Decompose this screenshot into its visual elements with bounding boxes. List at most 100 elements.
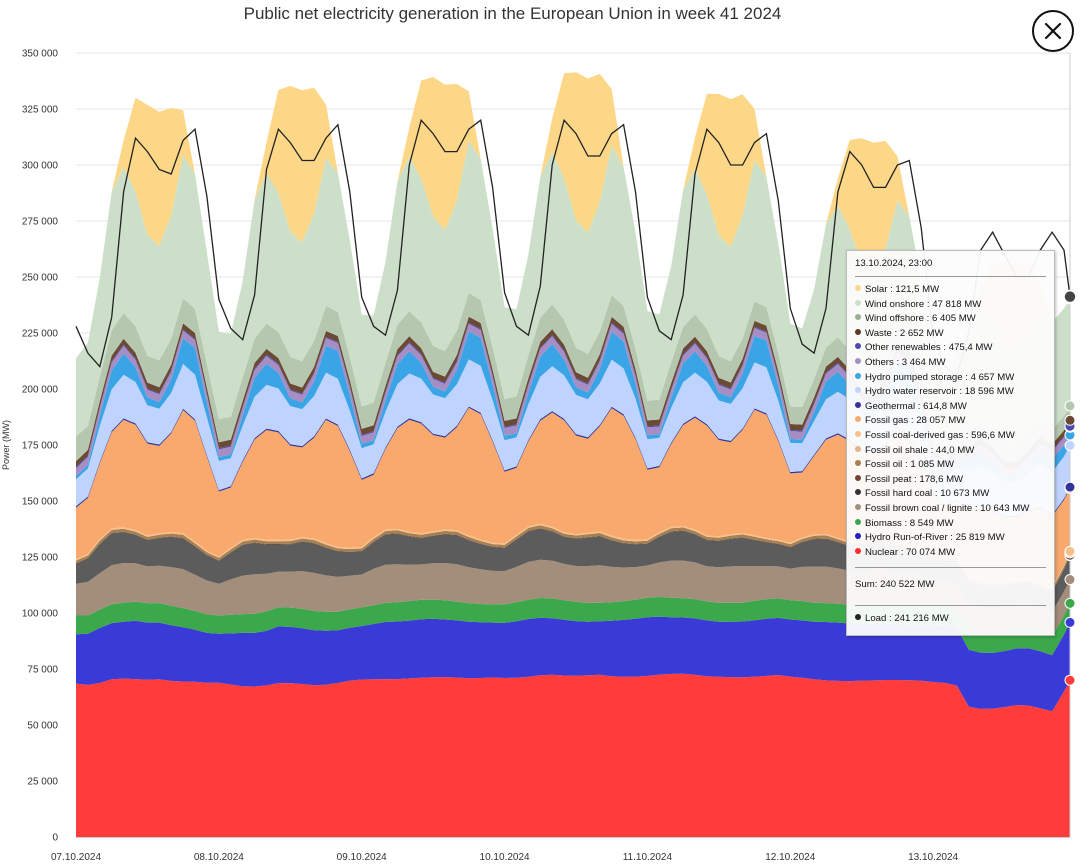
hover-marker bbox=[1064, 439, 1076, 451]
tooltip-item: Fossil oil : 1 085 MW bbox=[855, 458, 1046, 473]
tooltip-item-label: Fossil brown coal / lignite bbox=[865, 502, 973, 514]
tooltip-item-dot bbox=[855, 503, 861, 510]
tooltip-item-label: Wind offshore bbox=[865, 313, 925, 325]
close-button[interactable] bbox=[1032, 10, 1074, 52]
tooltip-item-value: 28 057 MW bbox=[916, 415, 966, 427]
area-hydro-pumped-storage bbox=[76, 331, 1070, 482]
tooltip-item-value: 10 643 MW bbox=[980, 502, 1030, 514]
tooltip-item-label: Fossil oil bbox=[865, 459, 903, 471]
tooltip-item: Hydro water reservoir : 18 596 MW bbox=[855, 385, 1046, 400]
load-line bbox=[75, 118, 1071, 377]
area-wind-onshore bbox=[76, 140, 1070, 448]
area-fossil-hard-coal bbox=[76, 528, 1070, 612]
tooltip-sum-value: 240 522 MW bbox=[880, 579, 935, 591]
y-tick-label: 125 000 bbox=[22, 553, 59, 564]
y-tick-label: 300 000 bbox=[22, 161, 59, 172]
area-wind-offshore bbox=[76, 292, 1070, 463]
tooltip-item-dot bbox=[855, 416, 861, 423]
tooltip-item-dot bbox=[855, 445, 861, 452]
tooltip-item-label: Waste bbox=[865, 327, 892, 339]
tooltip-item-value: 1 085 MW bbox=[910, 459, 955, 471]
area-fossil-gas bbox=[76, 407, 1070, 588]
tooltip-item-dot bbox=[855, 372, 861, 379]
tooltip-item-value: 121,5 MW bbox=[895, 284, 940, 295]
tooltip-item-label: Fossil gas bbox=[865, 415, 909, 427]
tooltip-item-label: Others bbox=[865, 356, 894, 368]
y-tick-label: 325 000 bbox=[22, 105, 59, 116]
tooltip-sum: Sum: 240 522 MW bbox=[855, 579, 935, 591]
tooltip-item-label: Hydro water reservoir bbox=[865, 386, 957, 398]
hover-marker bbox=[1064, 414, 1076, 426]
tooltip-divider bbox=[855, 604, 1046, 606]
y-tick-label: 350 000 bbox=[22, 49, 59, 60]
tooltip-item-dot bbox=[855, 314, 861, 321]
tooltip-divider bbox=[855, 567, 1046, 569]
hover-marker bbox=[1064, 481, 1076, 493]
tooltip-item: Biomass : 8 549 MW bbox=[855, 517, 1046, 532]
tooltip-items: Solar : 121,5 MW Wind onshore : 47 818 MW… bbox=[855, 283, 1046, 560]
tooltip-item-dot bbox=[855, 328, 861, 335]
tooltip-load-value: 241 216 MW bbox=[894, 612, 949, 624]
tooltip-item: Hydro pumped storage : 4 657 MW bbox=[855, 371, 1046, 386]
load-line-group bbox=[75, 118, 1071, 377]
hover-marker bbox=[1064, 400, 1076, 412]
tooltip-item: Fossil peat : 178,6 MW bbox=[855, 473, 1046, 488]
tooltip-item: Fossil oil shale : 44,0 MW bbox=[855, 444, 1046, 459]
tooltip-item-value: 47 818 MW bbox=[932, 298, 982, 310]
tooltip-item-dot bbox=[855, 387, 861, 394]
tooltip-item-dot bbox=[855, 299, 861, 306]
x-tick-label: 11.10.2024 bbox=[623, 852, 673, 863]
tooltip-item: Geothermal : 614,8 MW bbox=[855, 400, 1046, 415]
tooltip-item-label: Biomass bbox=[865, 517, 902, 529]
tooltip-item-label: Nuclear bbox=[865, 546, 899, 558]
tooltip-load: Load : 241 216 MW bbox=[855, 612, 1046, 627]
tooltip-item-value: 4 657 MW bbox=[970, 371, 1015, 383]
tooltip-item-label: Fossil hard coal bbox=[865, 488, 933, 500]
area-solar bbox=[76, 72, 1070, 374]
tooltip-item-dot bbox=[855, 401, 861, 408]
hover-marker bbox=[1064, 545, 1076, 557]
y-tick-label: 75 000 bbox=[27, 665, 58, 676]
tooltip-item-value: 6 405 MW bbox=[932, 313, 976, 325]
tooltip-item-dot bbox=[855, 343, 861, 350]
hover-marker bbox=[1064, 597, 1076, 609]
tooltip-item-label: Wind onshore bbox=[865, 298, 925, 310]
tooltip-item-dot bbox=[855, 285, 861, 291]
tooltip-item-value: 18 596 MW bbox=[964, 386, 1014, 398]
stacked-areas bbox=[76, 72, 1070, 837]
area-biomass bbox=[76, 596, 1070, 656]
tooltip-divider bbox=[855, 276, 1046, 277]
tooltip-item-dot bbox=[855, 533, 861, 540]
tooltip-item-label: Fossil peat bbox=[865, 473, 912, 485]
tooltip-item-value: 178,6 MW bbox=[919, 473, 964, 485]
tooltip-item: Fossil hard coal : 10 673 MW bbox=[855, 487, 1046, 502]
hover-marker bbox=[1064, 574, 1076, 586]
y-tick-label: 175 000 bbox=[22, 441, 59, 452]
tooltip-item: Fossil gas : 28 057 MW bbox=[855, 414, 1046, 429]
tooltip-item-dot bbox=[855, 518, 861, 525]
tooltip-item-label: Hydro Run-of-River bbox=[865, 532, 948, 544]
y-tick-label: 225 000 bbox=[22, 329, 59, 340]
x-tick-label: 08.10.2024 bbox=[194, 852, 244, 863]
x-axis-ticks: 07.10.2024 08.10.2024 09.10.2024 10.10.2024… bbox=[51, 852, 959, 863]
tooltip-sum-label: Sum bbox=[855, 579, 875, 591]
tooltip-item-dot bbox=[855, 547, 861, 554]
tooltip-item: Waste : 2 652 MW bbox=[855, 327, 1046, 342]
tooltip-item: Fossil coal-derived gas : 596,6 MW bbox=[855, 429, 1046, 444]
tooltip-item: Others : 3 464 MW bbox=[855, 356, 1046, 371]
tooltip-item-value: 3 464 MW bbox=[901, 356, 946, 368]
x-tick-label: 10.10.2024 bbox=[480, 852, 530, 863]
hover-marker bbox=[1064, 616, 1076, 628]
tooltip-item-label: Other renewables bbox=[865, 342, 941, 354]
y-tick-label: 250 000 bbox=[22, 273, 59, 284]
hover-markers bbox=[1063, 53, 1077, 837]
tooltip-item: Other renewables : 475,4 MW bbox=[855, 341, 1046, 356]
tooltip-item-dot bbox=[855, 357, 861, 364]
x-tick-label: 12.10.2024 bbox=[765, 852, 815, 863]
tooltip-header: 13.10.2024, 23:00 bbox=[855, 258, 933, 269]
tooltip-item-dot bbox=[855, 474, 861, 481]
area-hydro-run-of-river bbox=[76, 616, 1070, 712]
y-tick-label: 100 000 bbox=[22, 609, 59, 620]
load-marker bbox=[1063, 289, 1077, 304]
tooltip-item-label: Hydro pumped storage bbox=[865, 371, 963, 383]
